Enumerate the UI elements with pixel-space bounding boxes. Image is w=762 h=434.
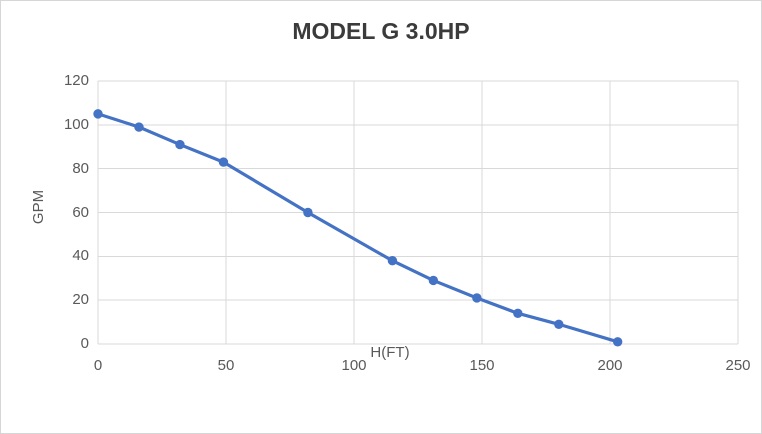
x-tick-label: 100 [341,357,367,374]
x-tick-label: 50 [217,357,235,374]
y-tick-label: 120 [63,72,89,89]
data-point-marker [513,308,523,319]
data-point-marker [93,109,103,119]
line-chart [93,80,739,347]
y-tick-label: 40 [72,247,89,265]
x-axis-title: H(FT) [370,344,410,361]
x-tick-label: 0 [93,357,103,374]
y-tick-label: 20 [72,291,89,309]
y-tick-label: 100 [63,115,89,133]
data-point-marker [472,293,482,303]
data-point-marker [303,207,313,218]
series-line [96,112,620,344]
y-tick-label: 60 [72,203,89,221]
x-tick-label: 150 [469,357,495,374]
data-point-marker [612,337,623,347]
data-point-marker [387,256,398,266]
x-tick-label: 200 [597,357,623,374]
data-point-marker [175,139,185,150]
data-point-marker [428,275,439,286]
data-point-marker [134,122,144,132]
data-point-marker [554,319,564,329]
y-tick-label: 0 [80,335,89,352]
y-tick-label: 80 [72,159,89,177]
plot-area [93,80,739,347]
x-tick-label: 250 [725,357,751,374]
data-point-marker [218,157,229,167]
chart-title: MODEL G 3.0HP [292,18,470,44]
